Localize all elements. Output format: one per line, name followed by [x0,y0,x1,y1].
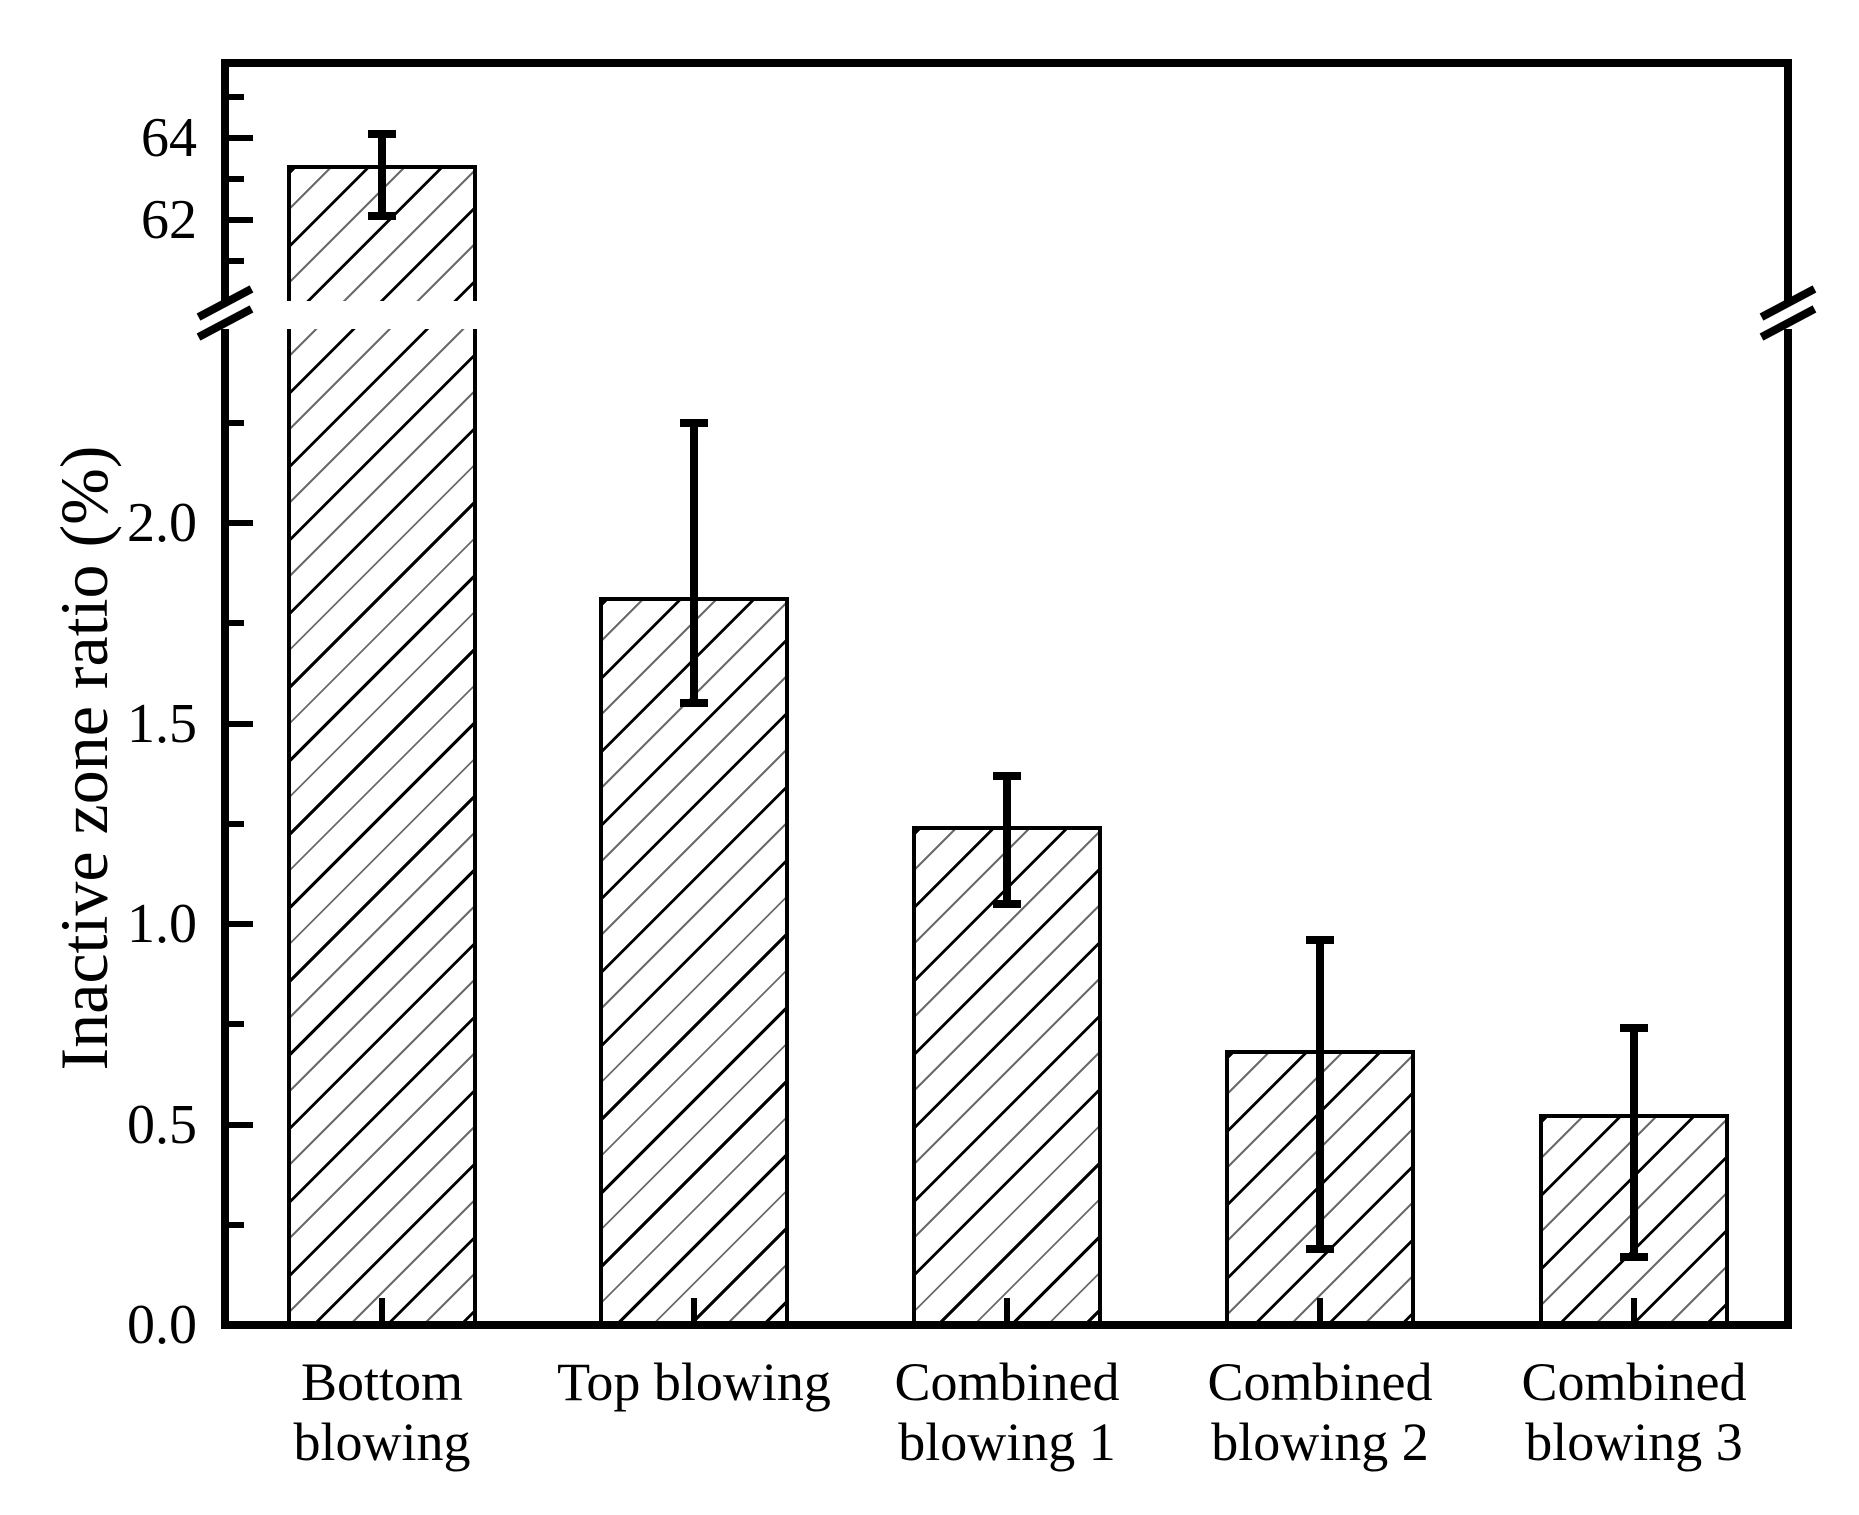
y-tick-major [229,721,253,727]
x-category-label-3: Combined blowing 2 [1150,1352,1490,1472]
x-tick-3 [1317,1298,1323,1325]
x-category-label-line: Combined [1521,1352,1747,1412]
bar-2 [912,826,1102,1325]
x-tick-1 [691,1298,697,1325]
x-category-label-line: Top blowing [557,1352,831,1412]
y-tick-major [229,921,253,927]
y-tick-major [229,135,253,141]
y-tick-minor [229,420,244,426]
bar-1 [599,597,789,1325]
y-tick-major [229,217,253,223]
error-bar-line-3 [1316,940,1324,1249]
x-category-label-0: Bottom blowing [212,1352,552,1472]
y-tick-label: 0.5 [127,1094,197,1156]
error-bar-cap-top-0 [368,130,396,138]
y-tick-label: 64 [141,107,197,169]
y-tick-minor [229,1222,244,1228]
error-bar-line-2 [1003,776,1011,904]
x-category-label-1: Top blowing [524,1352,864,1412]
y-tick-label: 0.0 [127,1294,197,1356]
x-category-label-4: Combined blowing 3 [1464,1352,1804,1472]
y-axis-title: Inactive zone ratio (%) [46,445,122,1071]
plot-frame [221,59,1792,1329]
error-bar-line-0 [378,134,386,216]
error-bar-cap-top-4 [1620,1024,1648,1032]
y-tick-minor [229,821,244,827]
y-tick-label: 1.5 [127,693,197,755]
axis-break-band [203,301,1809,329]
y-tick-minor [229,94,244,100]
error-bar-line-4 [1630,1028,1638,1257]
x-category-label-line: Combined [1207,1352,1433,1412]
x-category-label-line: Combined [894,1352,1120,1412]
error-bar-cap-bottom-0 [368,212,396,220]
bar-0 [287,165,477,1325]
x-tick-0 [379,1298,385,1325]
x-category-label-line: blowing 2 [1211,1412,1429,1472]
y-tick-minor [229,176,244,182]
y-tick-major [229,1122,253,1128]
x-category-label-line: blowing [293,1412,471,1472]
error-bar-line-1 [690,423,698,703]
error-bar-cap-top-2 [993,772,1021,780]
y-tick-label: 62 [141,189,197,251]
x-category-label-line: blowing 3 [1525,1412,1743,1472]
x-tick-4 [1631,1298,1637,1325]
x-tick-2 [1004,1298,1010,1325]
y-tick-major [229,1322,253,1328]
x-category-label-line: blowing 1 [898,1412,1116,1472]
y-tick-label: 1.0 [127,893,197,955]
x-category-label-2: Combined blowing 1 [837,1352,1177,1472]
y-tick-major [229,520,253,526]
error-bar-cap-bottom-1 [680,699,708,707]
error-bar-cap-top-3 [1306,936,1334,944]
y-tick-label: 2.0 [127,492,197,554]
error-bar-cap-bottom-3 [1306,1245,1334,1253]
y-tick-minor [229,620,244,626]
y-tick-minor [229,1021,244,1027]
error-bar-cap-bottom-2 [993,900,1021,908]
error-bar-cap-bottom-4 [1620,1253,1648,1261]
y-tick-minor [229,258,244,264]
error-bar-cap-top-1 [680,419,708,427]
x-category-label-line: Bottom [300,1352,464,1412]
